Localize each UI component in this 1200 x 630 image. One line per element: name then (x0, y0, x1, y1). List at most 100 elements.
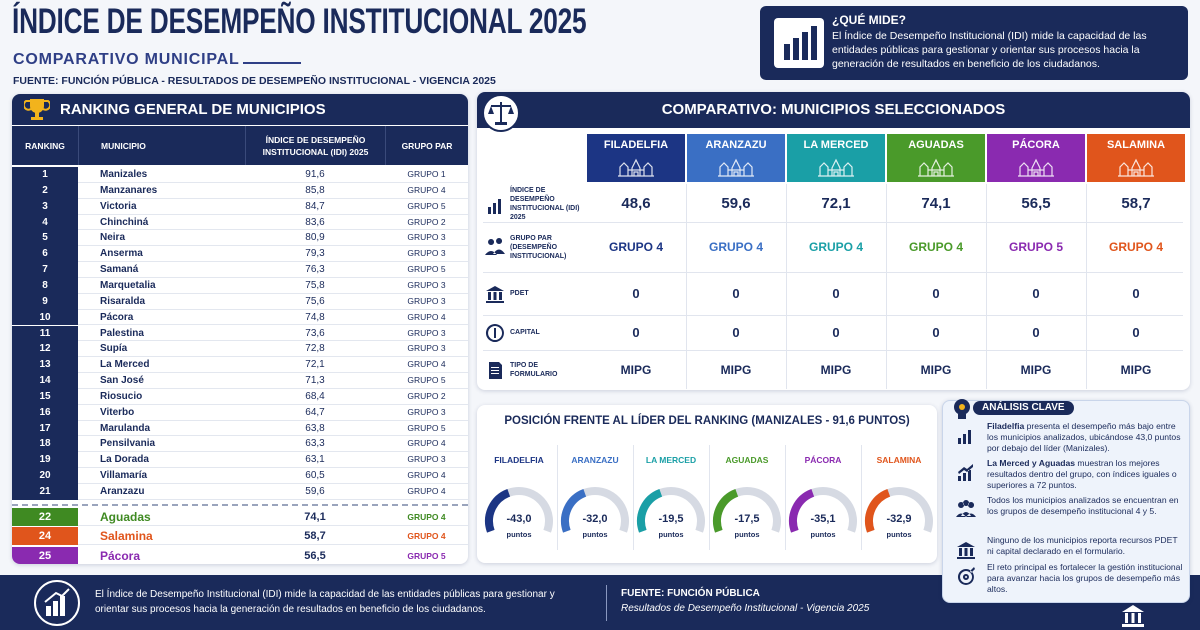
idi-cell: 74,8 (305, 311, 325, 323)
gap-name: ARANZAZU (571, 455, 619, 465)
gap-unit: puntos (886, 530, 912, 539)
church-outline (1118, 158, 1154, 177)
ranking-row: 13 La Merced 72,1 GRUPO 4 (12, 357, 468, 374)
group-cell: GRUPO 3 (407, 295, 446, 306)
rank-cell: 24 (12, 527, 78, 546)
highlighted-row: 22 Aguadas 74,1 GRUPO 4 (12, 507, 468, 526)
gap-unit: puntos (734, 530, 760, 539)
ranking-row: 1 Manizales 91,6 GRUPO 1 (12, 167, 468, 183)
municipality-header: LA MERCED (787, 134, 885, 182)
row-icon (488, 198, 501, 214)
comparison-cell: 74,1 (921, 195, 951, 212)
ranking-row: 15 Riosucio 68,4 GRUPO 2 (12, 388, 468, 405)
group-cell: GRUPO 4 (407, 470, 446, 481)
ranking-row: 6 Anserma 79,3 GRUPO 3 (12, 246, 468, 263)
ranking-separator (12, 503, 468, 506)
municipality-cell: Supía (100, 343, 128, 355)
footer-divider (606, 585, 607, 621)
rank-cell: 21 (12, 484, 78, 500)
rank-cell: 5 (12, 230, 78, 247)
church-icon (618, 158, 654, 177)
municipality-cell: Aranzazu (100, 486, 145, 497)
ranking-row: 7 Samaná 76,3 GRUPO 5 (12, 262, 468, 278)
row-divider (483, 272, 1183, 273)
municipality-name: FILADELFIA (603, 139, 669, 151)
idi-cell: 60,5 (305, 470, 325, 482)
group-cell: GRUPO 3 (407, 343, 446, 354)
ranking-row: 21 Aranzazu 59,6 GRUPO 4 (12, 484, 468, 500)
municipality-cell: Marquetalia (100, 279, 156, 291)
analysis-item: Ninguno de los municipios reporta recurs… (987, 535, 1183, 557)
rank-cell: 19 (12, 452, 78, 469)
rank-cell: 7 (12, 262, 78, 278)
group-cell: GRUPO 2 (407, 390, 446, 401)
gap-divider (633, 445, 634, 550)
comparison-cell: 0 (832, 325, 840, 340)
column-header: RANKING (25, 140, 65, 151)
gap-name: SALAMINA (876, 455, 922, 465)
analysis-icon-shape (957, 567, 975, 585)
comparison-cell: MIPG (1020, 363, 1052, 377)
row-icon-shape (485, 238, 505, 255)
municipality-cell: Neira (100, 232, 126, 244)
comparison-cell: MIPG (720, 363, 752, 377)
municipality-cell: Victoria (100, 200, 137, 212)
analysis-text: presenta el desempeño más bajo entre los… (987, 421, 1181, 453)
info-title: ¿QUÉ MIDE? (832, 13, 906, 27)
municipality-cell: Pácora (100, 311, 134, 323)
group-cell: GRUPO 3 (407, 454, 446, 465)
municipality-name: ARANZAZU (705, 139, 767, 151)
rank-cell: 10 (12, 309, 78, 326)
idi-cell: 59,6 (305, 486, 325, 497)
row-icon (485, 323, 504, 342)
comparison-cell: 58,7 (1121, 195, 1151, 212)
comparison-cell: MIPG (820, 363, 852, 377)
group-cell: GRUPO 5 (407, 375, 446, 386)
church-icon (718, 158, 754, 177)
column-header: GRUPO PAR (385, 126, 468, 165)
idi-cell: 75,6 (305, 295, 325, 307)
comparison-cell: 0 (732, 286, 740, 301)
analysis-icon (956, 500, 976, 517)
trophy-icon (24, 99, 50, 120)
idi-cell: 91,6 (305, 169, 325, 180)
idi-cell: 63,8 (305, 422, 325, 434)
idi-cell: 80,9 (305, 232, 325, 244)
idi-cell: 75,8 (305, 279, 325, 291)
column-header: MUNICIPIO (78, 126, 245, 165)
municipality-header: SALAMINA (1087, 134, 1185, 182)
subtitle-rule (243, 62, 301, 64)
gauge (865, 487, 933, 533)
comparison-cell: MIPG (620, 363, 652, 377)
ranking-row: 5 Neira 80,9 GRUPO 3 (12, 230, 468, 247)
group-cell: GRUPO 3 (407, 279, 446, 290)
church-outline (718, 158, 754, 177)
row-divider (483, 315, 1183, 316)
municipality-header: FILADELFIA (587, 134, 685, 182)
ranking-row: 10 Pácora 74,8 GRUPO 4 (12, 309, 468, 326)
rank-cell: 15 (12, 388, 78, 405)
comparison-cell: MIPG (1120, 363, 1152, 377)
gauge (485, 487, 553, 533)
gauge-fill (561, 489, 587, 533)
page-title: ÍNDICE DE DESEMPEÑO INSTITUCIONAL 2025 (12, 2, 587, 41)
column-divider (1086, 184, 1087, 389)
rank-cell: 16 (12, 404, 78, 421)
row-icon (486, 285, 504, 303)
gauge (561, 487, 629, 533)
comparison-cell: GRUPO 4 (608, 240, 663, 254)
scale-icon (482, 94, 520, 132)
comparison-cell: 72,1 (821, 195, 851, 212)
group-cell: GRUPO 4 (407, 311, 446, 322)
idi-cell: 79,3 (305, 248, 325, 260)
ranking-header: RANKING GENERAL DE MUNICIPIOS (12, 94, 468, 125)
idi-cell: 84,7 (305, 200, 325, 212)
municipality-cell: Marulanda (100, 422, 151, 434)
municipality-cell: Aguadas (100, 509, 151, 524)
gap-panel: POSICIÓN FRENTE AL LÍDER DEL RANKING (MA… (477, 405, 937, 563)
ranking-panel: RANKING GENERAL DE MUNICIPIOS RANKING MUN… (12, 94, 468, 564)
gap-unit: puntos (506, 530, 532, 539)
municipality-header: ARANZAZU (687, 134, 785, 182)
rank-cell: 25 (12, 546, 78, 564)
